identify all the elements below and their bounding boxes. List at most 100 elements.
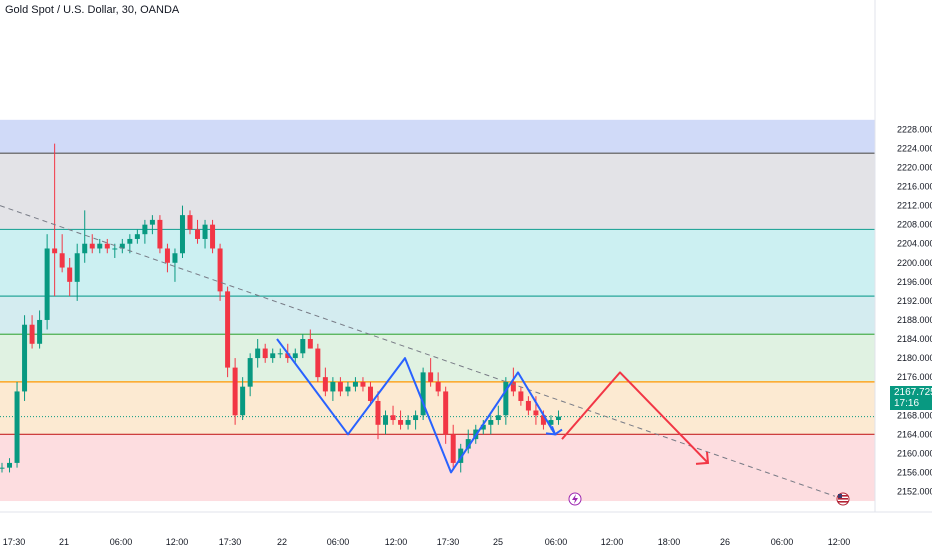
price-zone <box>0 153 875 230</box>
candle-body <box>127 238 133 244</box>
candle-body <box>247 358 253 387</box>
candle-body <box>398 420 404 425</box>
candle-body <box>22 324 28 392</box>
candle-body <box>0 467 5 469</box>
price-tick-label: 2180.000 <box>897 353 932 363</box>
pattern-arrowhead <box>545 425 557 436</box>
candle-body <box>300 339 306 354</box>
candle-body <box>7 462 13 468</box>
candle-body <box>179 215 185 254</box>
chart-title: Gold Spot / U.S. Dollar, 30, OANDA <box>5 4 180 16</box>
price-tick-label: 2224.000 <box>897 143 932 153</box>
last-price-tag: 2167.725 17:16 <box>890 386 932 410</box>
dashed-trendline <box>0 205 836 497</box>
price-tick-label: 2168.000 <box>897 410 932 420</box>
candle-body <box>89 243 95 249</box>
candle-body <box>525 400 531 411</box>
candle-body <box>37 319 43 344</box>
candle-body <box>337 381 343 392</box>
candle-body <box>480 424 486 430</box>
price-tick-label: 2228.000 <box>897 124 932 134</box>
candle-body <box>510 381 516 392</box>
price-tick-label: 2196.000 <box>897 277 932 287</box>
price-tick-label: 2188.000 <box>897 315 932 325</box>
price-tick-label: 2200.000 <box>897 258 932 268</box>
price-tick-label: 2156.000 <box>897 467 932 477</box>
candle-body <box>383 415 389 425</box>
candle-body <box>277 353 283 355</box>
candle-body <box>187 215 193 230</box>
time-tick-label: 18:00 <box>658 537 681 547</box>
price-tick-label: 2176.000 <box>897 372 932 382</box>
candle-body <box>255 348 261 359</box>
time-tick-label: 12:00 <box>385 537 408 547</box>
candle-body <box>390 415 396 421</box>
candle-body <box>240 386 246 416</box>
time-tick-label: 17:30 <box>3 537 26 547</box>
time-tick-label: 12:00 <box>828 537 851 547</box>
candle-body <box>97 243 103 249</box>
time-tick-label: 17:30 <box>219 537 242 547</box>
candle-body <box>428 372 434 382</box>
candle-body <box>29 324 35 344</box>
lightning-icon[interactable] <box>568 492 582 506</box>
candle-body <box>435 381 441 392</box>
time-tick-label: 25 <box>493 537 503 547</box>
candle-body <box>225 291 231 368</box>
bar-countdown: 17:16 <box>894 398 920 409</box>
price-tick-label: 2160.000 <box>897 448 932 458</box>
time-tick-label: 26 <box>720 537 730 547</box>
time-tick-label: 12:00 <box>601 537 624 547</box>
candle-body <box>518 391 524 401</box>
price-tick-label: 2204.000 <box>897 239 932 249</box>
projection-arrowhead <box>695 451 710 465</box>
candle-body <box>375 400 381 425</box>
candle-body <box>555 416 561 421</box>
candlestick-series <box>0 143 561 473</box>
candle-body <box>195 229 201 239</box>
price-tick-label: 2212.000 <box>897 201 932 211</box>
candle-body <box>345 386 351 392</box>
candle-body <box>134 234 140 239</box>
candle-body <box>262 348 268 359</box>
time-tick-label: 06:00 <box>545 537 568 547</box>
us-flag-icon[interactable] <box>836 492 850 506</box>
price-tick-label: 2208.000 <box>897 220 932 230</box>
candle-body <box>82 243 88 254</box>
price-zone <box>0 434 875 502</box>
drawing-overlays <box>0 205 836 497</box>
candle-body <box>14 391 20 463</box>
price-zones <box>0 119 875 502</box>
candle-body <box>142 224 148 235</box>
price-zone <box>0 119 875 154</box>
candle-body <box>104 243 110 249</box>
candle-body <box>450 434 456 463</box>
time-tick-label: 22 <box>277 537 287 547</box>
candle-body <box>352 381 358 387</box>
price-tick-label: 2164.000 <box>897 429 932 439</box>
candle-body <box>367 386 373 401</box>
candle-body <box>149 219 155 225</box>
candle-body <box>52 248 58 254</box>
candle-body <box>44 248 50 320</box>
price-tick-label: 2220.000 <box>897 162 932 172</box>
candle-body <box>465 439 471 449</box>
price-tick-label: 2152.000 <box>897 487 932 497</box>
time-tick-label: 12:00 <box>166 537 189 547</box>
candle-body <box>322 377 328 392</box>
last-price-value: 2167.725 <box>894 387 932 398</box>
candle-body <box>458 448 464 463</box>
price-zone <box>0 296 875 335</box>
candle-body <box>548 420 554 425</box>
time-axis[interactable]: 17:30 21 06:00 12:00 17:30 22 06:00 12:00 17:30 2… <box>3 537 851 547</box>
projection-path <box>561 371 709 464</box>
time-tick-label: 06:00 <box>771 537 794 547</box>
price-axis[interactable]: 2152.000 2156.000 2160.000 2164.000 2168.000… <box>897 124 932 496</box>
candle-body <box>112 248 118 250</box>
candle-body <box>503 381 509 416</box>
candle-body <box>119 243 125 249</box>
candle-body <box>67 267 73 282</box>
candle-body <box>232 367 238 416</box>
candle-body <box>540 415 546 425</box>
